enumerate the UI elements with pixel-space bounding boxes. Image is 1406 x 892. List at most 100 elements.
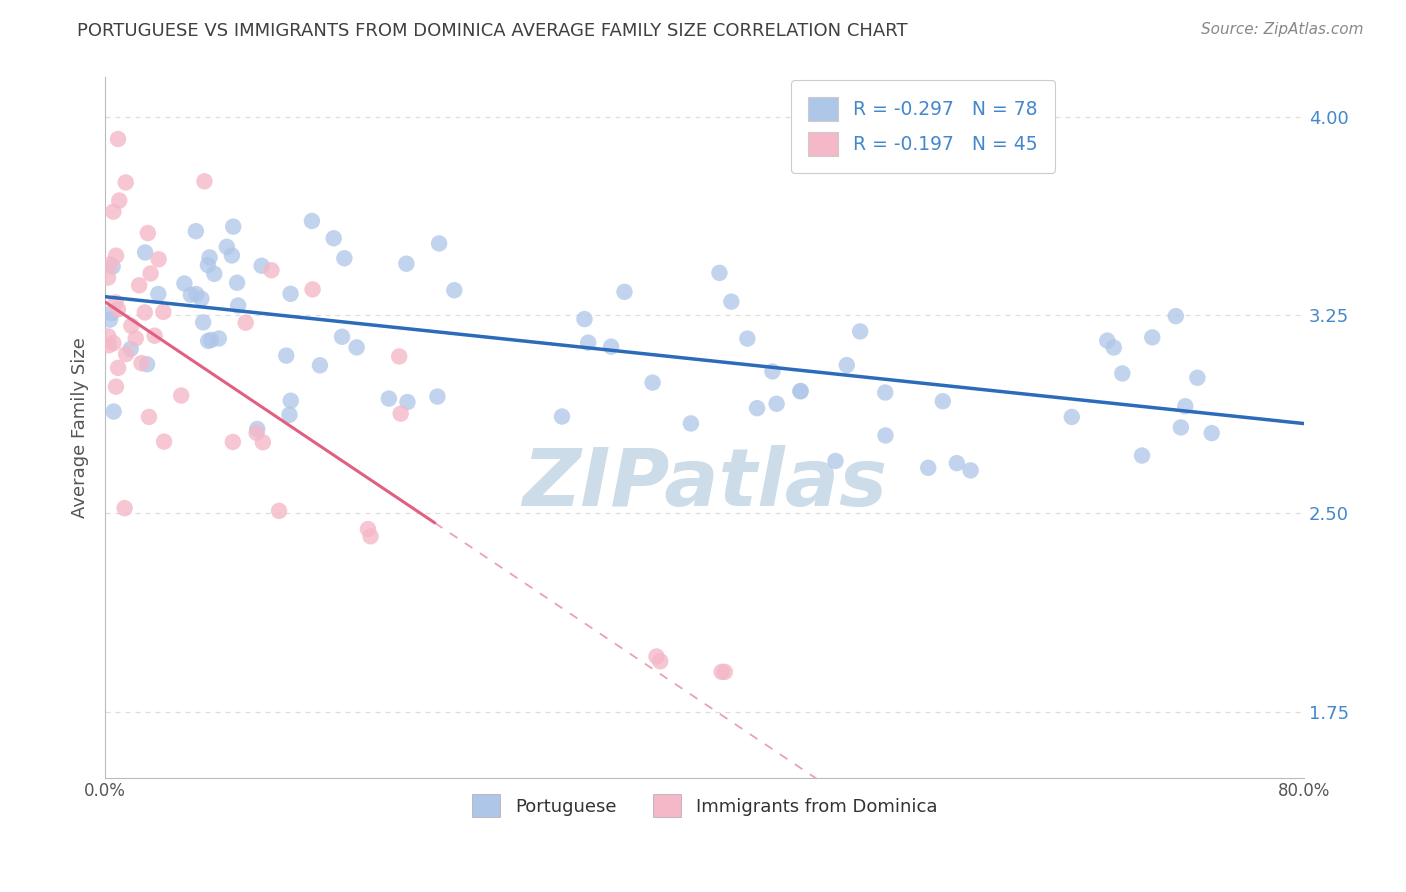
- Point: [143, 328, 166, 343]
- Point: [148, 252, 170, 267]
- Point: [1170, 420, 1192, 434]
- Point: [226, 276, 249, 290]
- Point: [679, 417, 702, 431]
- Point: [136, 226, 159, 240]
- Point: [959, 463, 981, 477]
- Point: [946, 456, 969, 470]
- Point: [574, 312, 596, 326]
- Point: [222, 434, 245, 449]
- Point: [396, 395, 419, 409]
- Point: [378, 392, 401, 406]
- Point: [875, 385, 897, 400]
- Point: [134, 245, 156, 260]
- Point: [190, 292, 212, 306]
- Point: [131, 356, 153, 370]
- Point: [134, 305, 156, 319]
- Point: [202, 267, 225, 281]
- Point: [710, 665, 733, 679]
- Point: [720, 294, 742, 309]
- Point: [184, 224, 207, 238]
- Point: [346, 340, 368, 354]
- Point: [875, 428, 897, 442]
- Point: [115, 347, 138, 361]
- Point: [426, 390, 449, 404]
- Point: [333, 252, 356, 266]
- Point: [789, 384, 811, 398]
- Point: [200, 333, 222, 347]
- Point: [104, 295, 127, 310]
- Point: [197, 258, 219, 272]
- Point: [208, 331, 231, 345]
- Point: [114, 176, 136, 190]
- Point: [128, 278, 150, 293]
- Y-axis label: Average Family Size: Average Family Size: [72, 337, 89, 518]
- Point: [443, 283, 465, 297]
- Point: [835, 358, 858, 372]
- Point: [152, 305, 174, 319]
- Point: [1111, 367, 1133, 381]
- Point: [198, 251, 221, 265]
- Point: [101, 260, 124, 274]
- Point: [120, 318, 142, 333]
- Legend: Portuguese, Immigrants from Dominica: Portuguese, Immigrants from Dominica: [464, 787, 945, 824]
- Point: [153, 434, 176, 449]
- Point: [761, 364, 783, 378]
- Point: [215, 240, 238, 254]
- Text: Source: ZipAtlas.com: Source: ZipAtlas.com: [1201, 22, 1364, 37]
- Point: [280, 393, 302, 408]
- Point: [105, 249, 128, 263]
- Point: [250, 259, 273, 273]
- Point: [1142, 330, 1164, 344]
- Point: [186, 287, 208, 301]
- Point: [252, 435, 274, 450]
- Point: [221, 248, 243, 262]
- Point: [322, 231, 344, 245]
- Point: [357, 522, 380, 536]
- Point: [103, 336, 125, 351]
- Point: [138, 409, 160, 424]
- Point: [276, 349, 298, 363]
- Point: [709, 266, 731, 280]
- Point: [107, 360, 129, 375]
- Point: [309, 359, 332, 373]
- Point: [745, 401, 768, 416]
- Point: [427, 236, 450, 251]
- Point: [136, 357, 159, 371]
- Point: [917, 460, 939, 475]
- Point: [737, 332, 759, 346]
- Point: [97, 270, 120, 285]
- Point: [180, 288, 202, 302]
- Point: [1102, 341, 1125, 355]
- Point: [1187, 370, 1209, 384]
- Point: [170, 388, 193, 402]
- Point: [1164, 309, 1187, 323]
- Point: [193, 315, 215, 329]
- Point: [125, 331, 148, 345]
- Point: [98, 257, 121, 271]
- Point: [108, 194, 131, 208]
- Point: [1130, 449, 1153, 463]
- Point: [713, 665, 735, 679]
- Point: [551, 409, 574, 424]
- Point: [100, 306, 122, 320]
- Point: [645, 649, 668, 664]
- Point: [120, 342, 142, 356]
- Point: [114, 501, 136, 516]
- Point: [278, 408, 301, 422]
- Point: [765, 397, 787, 411]
- Point: [97, 329, 120, 343]
- Point: [246, 425, 269, 440]
- Point: [107, 302, 129, 317]
- Point: [235, 316, 257, 330]
- Point: [97, 338, 120, 352]
- Point: [103, 204, 125, 219]
- Point: [650, 654, 672, 668]
- Point: [98, 312, 121, 326]
- Point: [103, 404, 125, 418]
- Point: [246, 422, 269, 436]
- Point: [613, 285, 636, 299]
- Point: [789, 384, 811, 399]
- Point: [1060, 409, 1083, 424]
- Point: [197, 334, 219, 348]
- Point: [148, 287, 170, 301]
